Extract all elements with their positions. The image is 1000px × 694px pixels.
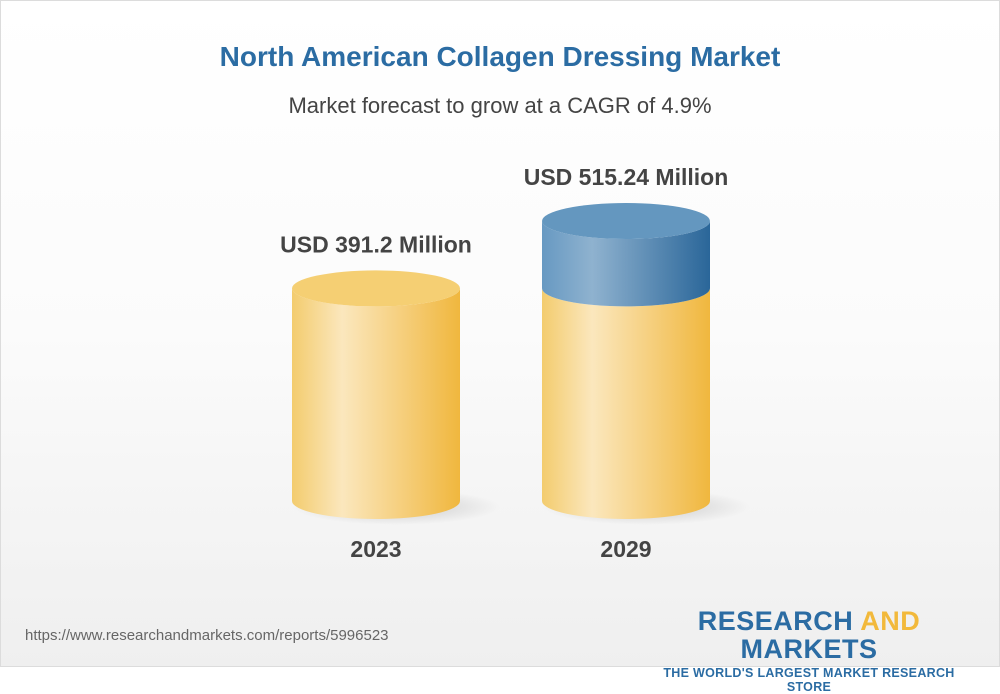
data-label: USD 515.24 Million (524, 164, 729, 190)
logo-tagline: THE WORLD'S LARGEST MARKET RESEARCH STOR… (663, 666, 955, 694)
category-label: 2029 (600, 536, 651, 562)
cylinder-top (542, 203, 710, 239)
research-and-markets-logo: RESEARCH AND MARKETS THE WORLD'S LARGEST… (641, 607, 977, 694)
cylinder-growth-segment (542, 221, 710, 307)
category-label: 2023 (350, 536, 401, 562)
chart-subtitle: Market forecast to grow at a CAGR of 4.9… (288, 93, 712, 118)
report-url[interactable]: https://www.researchandmarkets.com/repor… (25, 627, 389, 644)
chart-title: North American Collagen Dressing Market (219, 41, 781, 72)
cylinder-top (292, 270, 460, 307)
cylinder-body (292, 288, 460, 519)
cylinder-chart: USD 391.2 Million 2023 USD 515.24 Million 2… (280, 164, 750, 562)
data-label: USD 391.2 Million (280, 231, 472, 257)
cylinder-base-segment (542, 288, 710, 519)
